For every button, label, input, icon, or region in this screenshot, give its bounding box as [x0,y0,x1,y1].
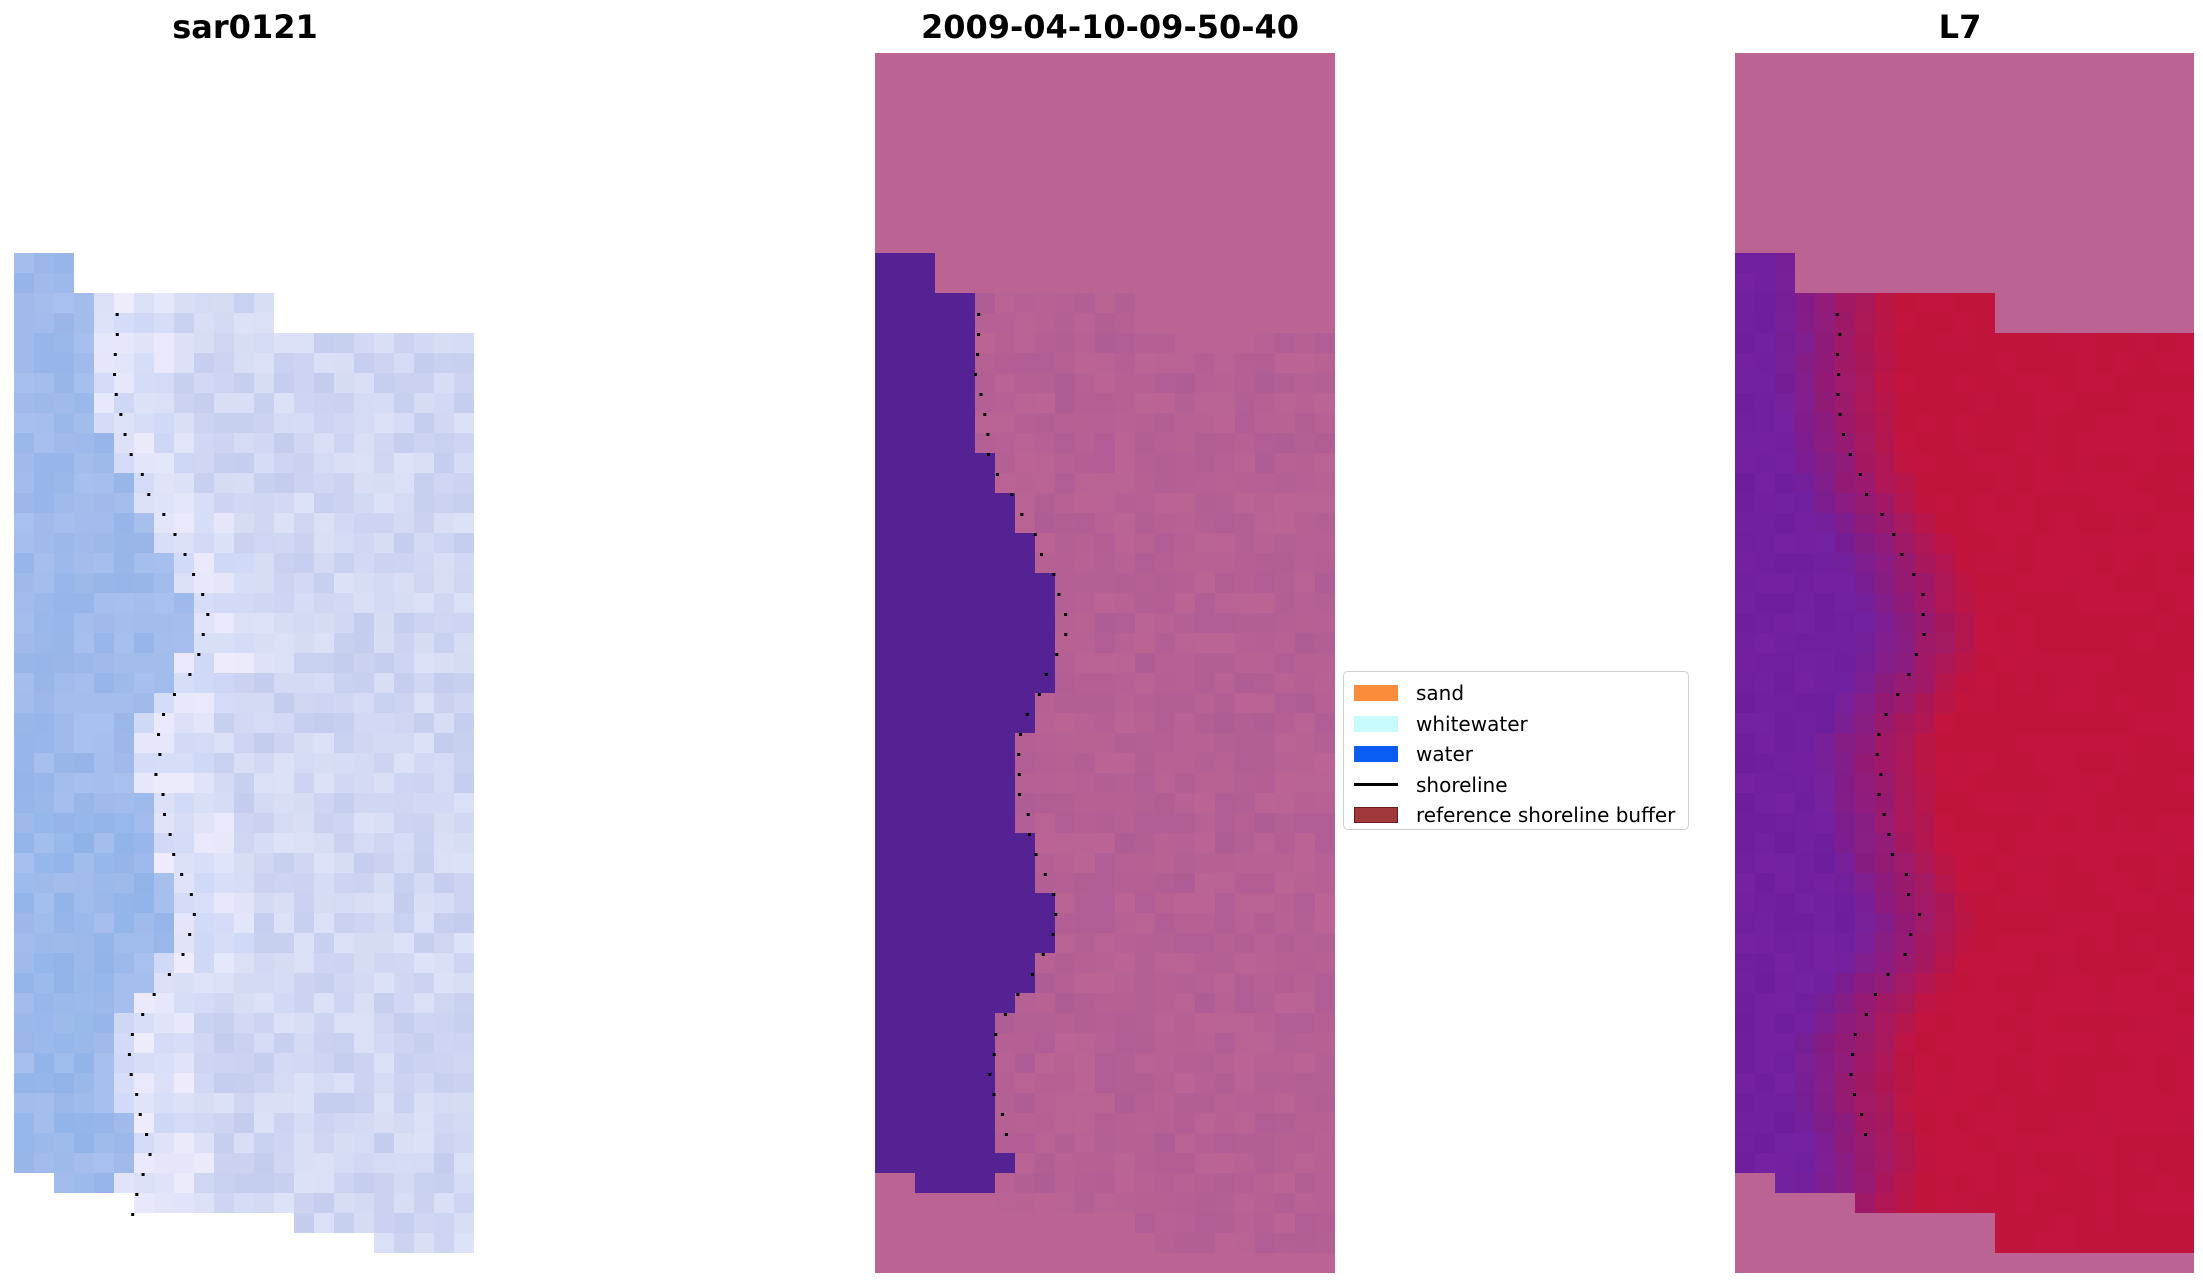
legend: sand whitewater water shoreline referenc… [1343,671,1689,830]
legend-label-whitewater: whitewater [1416,711,1528,736]
legend-item-water: water [1354,739,1678,770]
legend-item-reference-buffer: reference shoreline buffer [1354,800,1678,831]
legend-item-shoreline: shoreline [1354,770,1678,801]
legend-label-water: water [1416,742,1473,767]
legend-item-sand: sand [1354,678,1678,709]
legend-item-whitewater: whitewater [1354,709,1678,740]
legend-swatch-water [1354,746,1398,763]
water-index-image [1735,53,2194,1273]
rgb-satellite-image [14,253,475,1253]
legend-swatch-sand [1354,685,1398,702]
panel-title-rgb: sar0121 [172,8,318,46]
classified-image [875,53,1335,1273]
panel-title-index: L7 [1938,8,1982,46]
legend-label-reference-buffer: reference shoreline buffer [1416,803,1676,828]
legend-line-shoreline [1354,783,1398,787]
legend-swatch-reference-buffer [1354,807,1398,824]
panel-title-classified: 2009-04-10-09-50-40 [920,8,1300,46]
legend-label-shoreline: shoreline [1416,772,1508,797]
legend-label-sand: sand [1416,681,1465,706]
legend-swatch-whitewater [1354,715,1398,732]
